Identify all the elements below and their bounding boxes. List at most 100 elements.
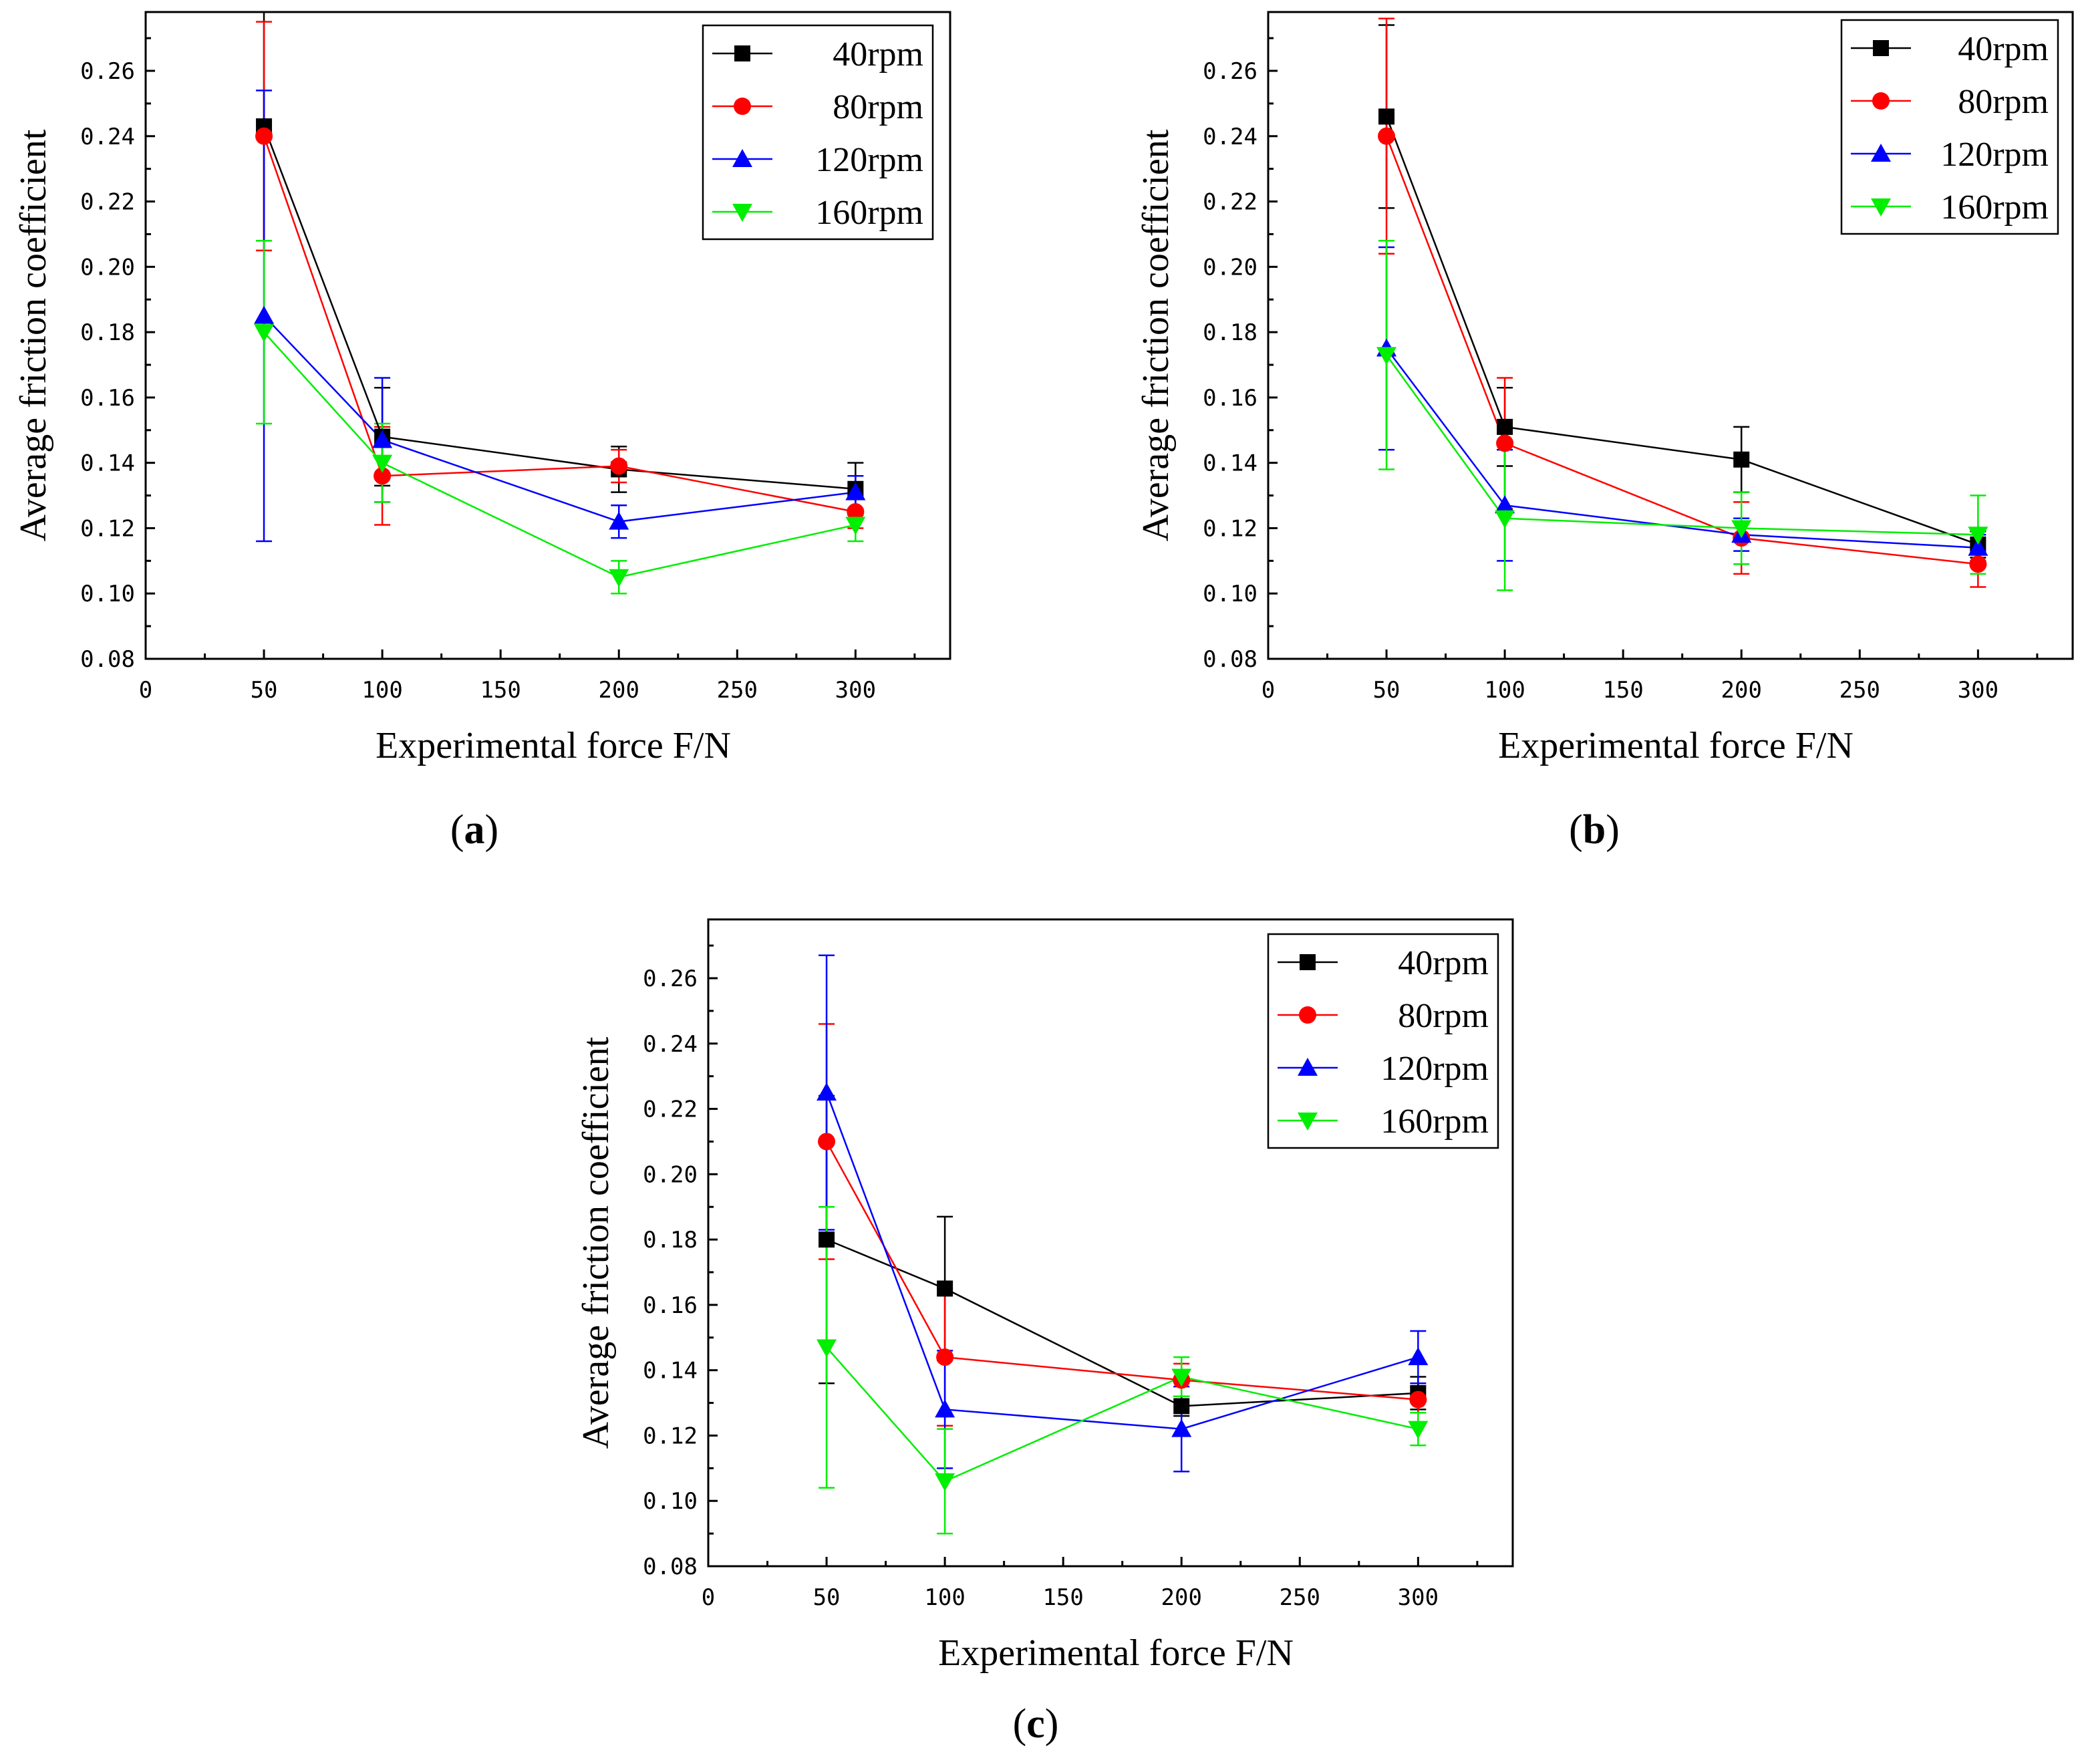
legend-marker-a-120rpm — [732, 149, 752, 167]
y-axis-title-c: Average friction coefficient — [575, 1036, 617, 1449]
data-point-c-120rpm — [817, 1082, 837, 1101]
legend-label-c-120rpm: 120rpm — [1380, 1050, 1489, 1088]
y-tick-label-a: 0.24 — [80, 124, 135, 150]
y-axis-title-b: Average friction coefficient — [1135, 129, 1177, 541]
y-tick-label-a: 0.18 — [80, 319, 135, 346]
x-tick-label-a: 150 — [480, 677, 521, 704]
y-tick-label-b: 0.24 — [1203, 124, 1257, 150]
data-point-b-160rpm — [1968, 527, 1988, 545]
errorbars-b-160rpm — [1378, 239, 1986, 591]
data-point-b-80rpm — [1378, 127, 1396, 145]
plot-frame-a — [144, 11, 951, 660]
y-tick-label-a: 0.26 — [80, 58, 135, 85]
data-point-b-160rpm — [1376, 347, 1397, 365]
series-line-c-120rpm — [825, 1092, 1419, 1430]
y-tick-label-b: 0.16 — [1203, 385, 1257, 412]
legend-marker-a-80rpm — [734, 98, 751, 115]
x-tick-label-b: 250 — [1839, 677, 1880, 704]
y-tick-label-a: 0.08 — [80, 646, 135, 673]
data-point-a-160rpm — [254, 324, 275, 343]
data-point-c-120rpm — [935, 1399, 955, 1418]
y-tick-label-b: 0.26 — [1203, 58, 1257, 85]
errorbars-a-160rpm — [256, 239, 864, 595]
series-line-a-120rpm — [263, 315, 856, 523]
data-point-c-80rpm — [818, 1133, 836, 1151]
data-point-c-160rpm — [1408, 1421, 1429, 1439]
data-point-c-160rpm — [1171, 1368, 1192, 1387]
y-tick-label-c: 0.16 — [643, 1292, 698, 1319]
y-tick-label-c: 0.18 — [643, 1227, 698, 1254]
y-tick-label-c: 0.20 — [643, 1161, 698, 1188]
y-tick-label-b: 0.18 — [1203, 319, 1257, 346]
data-point-a-120rpm — [372, 430, 393, 448]
y-tick-label-c: 0.26 — [643, 966, 698, 992]
data-point-b-80rpm — [1969, 555, 1987, 573]
legend-label-b-160rpm: 160rpm — [1940, 188, 2049, 227]
data-point-a-80rpm — [610, 457, 628, 475]
data-point-a-80rpm — [374, 467, 392, 485]
legend-marker-b-80rpm — [1872, 92, 1890, 110]
x-tick-label-b: 200 — [1721, 677, 1762, 704]
legend-label-b-40rpm: 40rpm — [1958, 30, 2049, 68]
series-line-b-160rpm — [1386, 354, 1978, 536]
data-point-a-80rpm — [847, 503, 865, 521]
legend-marker-a-160rpm — [732, 204, 752, 222]
data-point-a-120rpm — [845, 482, 866, 500]
legend-marker-c-80rpm — [1299, 1006, 1316, 1024]
legend-label-a-120rpm: 120rpm — [815, 141, 923, 179]
data-point-c-160rpm — [935, 1473, 955, 1491]
x-tick-label-c: 150 — [1042, 1584, 1083, 1611]
data-point-c-40rpm — [937, 1280, 953, 1297]
data-point-c-40rpm — [819, 1231, 835, 1248]
legend-label-c-160rpm: 160rpm — [1380, 1102, 1489, 1141]
series-line-c-160rpm — [826, 1346, 1419, 1483]
legend-label-b-120rpm: 120rpm — [1940, 136, 2049, 174]
legend-label-a-160rpm: 160rpm — [815, 194, 923, 232]
legend-marker-b-160rpm — [1871, 198, 1891, 216]
panel-label-b: (b) — [1569, 807, 1620, 853]
legend-marker-b-40rpm — [1873, 40, 1889, 56]
y-tick-label-b: 0.22 — [1203, 189, 1257, 216]
data-point-b-80rpm — [1496, 434, 1514, 452]
data-point-b-160rpm — [1731, 520, 1752, 539]
data-point-b-40rpm — [1733, 451, 1750, 468]
panel-label-a: (a) — [450, 807, 498, 853]
legend-c: 40rpm 80rpm 120rpm 160rpm — [1267, 933, 1499, 1149]
y-tick-label-c: 0.10 — [643, 1488, 698, 1515]
series-line-b-120rpm — [1386, 347, 1978, 549]
y-tick-label-c: 0.22 — [643, 1096, 698, 1123]
data-point-a-120rpm — [609, 511, 629, 530]
data-point-c-80rpm — [1409, 1390, 1427, 1409]
x-tick-label-c: 100 — [924, 1584, 965, 1611]
legend-marker-c-160rpm — [1298, 1113, 1318, 1131]
series-line-a-160rpm — [263, 331, 856, 579]
y-tick-label-b: 0.12 — [1203, 515, 1257, 542]
y-tick-label-b: 0.08 — [1203, 646, 1257, 673]
data-point-c-160rpm — [817, 1339, 837, 1358]
legend-marker-a-40rpm — [734, 45, 750, 61]
y-tick-label-a: 0.20 — [80, 254, 135, 281]
chart-panel-a: 0 50 100 150 200 250 300 0.08 0.10 0.12 0.14 0.16 0.… — [13, 11, 951, 766]
y-tick-label-c: 0.14 — [643, 1358, 698, 1384]
data-point-c-120rpm — [1171, 1419, 1192, 1437]
legend-b: 40rpm 80rpm 120rpm 160rpm — [1840, 19, 2059, 235]
x-tick-label-b: 0 — [1262, 677, 1275, 704]
y-tick-label-b: 0.10 — [1203, 581, 1257, 607]
y-tick-label-b: 0.14 — [1203, 450, 1257, 477]
legend-marker-c-40rpm — [1300, 954, 1316, 970]
data-point-c-120rpm — [1408, 1347, 1429, 1366]
x-tick-label-c: 200 — [1161, 1584, 1202, 1611]
x-tick-label-a: 100 — [361, 677, 402, 704]
data-point-c-40rpm — [1173, 1398, 1190, 1415]
x-tick-label-b: 50 — [1373, 677, 1400, 704]
data-point-b-40rpm — [1497, 418, 1513, 435]
data-point-a-160rpm — [372, 454, 393, 473]
x-tick-label-c: 50 — [813, 1584, 841, 1611]
legend-label-c-80rpm: 80rpm — [1398, 997, 1489, 1035]
y-tick-label-a: 0.10 — [80, 581, 135, 607]
data-point-a-160rpm — [845, 517, 866, 535]
y-tick-label-b: 0.20 — [1203, 254, 1257, 281]
panel-label-c: (c) — [1013, 1701, 1059, 1747]
x-tick-label-b: 150 — [1602, 677, 1643, 704]
